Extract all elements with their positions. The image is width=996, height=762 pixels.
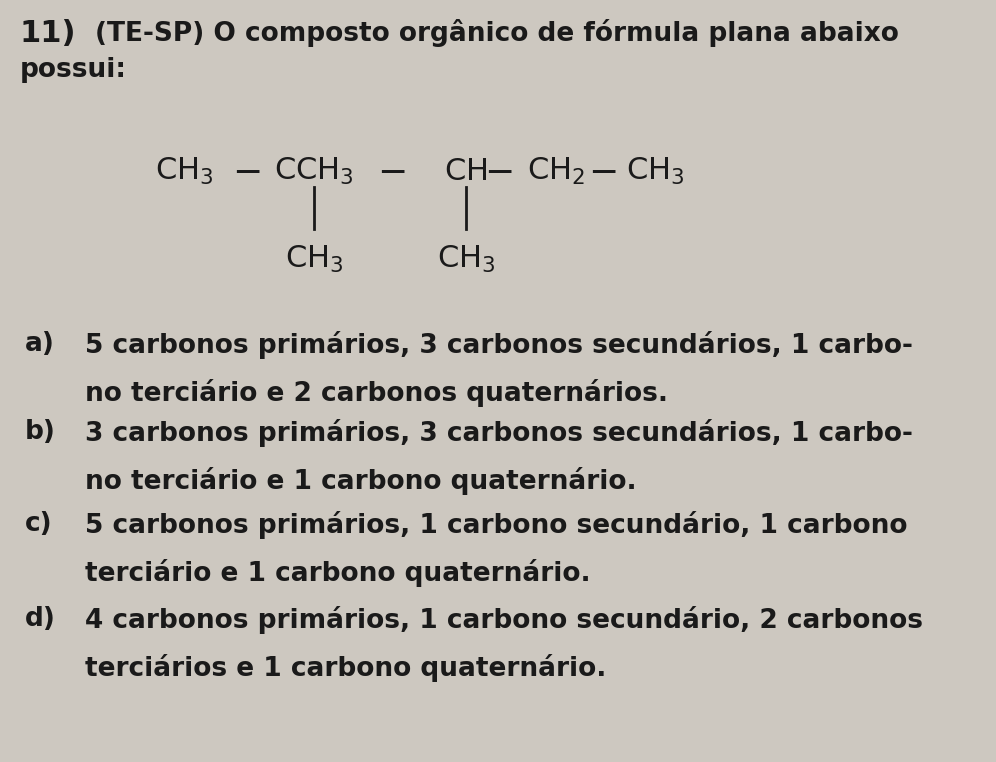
Text: $-$: $-$: [484, 155, 512, 188]
Text: terciários e 1 carbono quaternário.: terciários e 1 carbono quaternário.: [85, 654, 606, 682]
Text: $-$: $-$: [589, 155, 617, 188]
Text: a): a): [25, 331, 55, 357]
Text: $\mathsf{CH_2}$: $\mathsf{CH_2}$: [527, 156, 585, 187]
Text: no terciário e 2 carbonos quaternários.: no terciário e 2 carbonos quaternários.: [85, 379, 667, 408]
Text: $-$: $-$: [377, 155, 405, 188]
Text: b): b): [25, 419, 56, 445]
Text: $-$: $-$: [232, 155, 260, 188]
Text: 3 carbonos primários, 3 carbonos secundários, 1 carbo-: 3 carbonos primários, 3 carbonos secundá…: [85, 419, 912, 447]
Text: (TE-SP) O composto orgânico de fórmula plana abaixo: (TE-SP) O composto orgânico de fórmula p…: [95, 19, 898, 47]
Text: $\mathsf{CH_3}$: $\mathsf{CH_3}$: [626, 156, 684, 187]
Text: 11): 11): [20, 19, 77, 48]
Text: 4 carbonos primários, 1 carbono secundário, 2 carbonos: 4 carbonos primários, 1 carbono secundár…: [85, 606, 922, 634]
Text: $\mathsf{CH_3}$: $\mathsf{CH_3}$: [155, 156, 213, 187]
Text: $\mathsf{CH}$: $\mathsf{CH}$: [444, 157, 488, 186]
Text: terciário e 1 carbono quaternário.: terciário e 1 carbono quaternário.: [85, 559, 591, 587]
Text: $\mathsf{CH_3}$: $\mathsf{CH_3}$: [437, 244, 495, 274]
Text: $\mathsf{CH_3}$: $\mathsf{CH_3}$: [285, 244, 343, 274]
Text: possui:: possui:: [20, 57, 126, 83]
Text: d): d): [25, 606, 56, 632]
Text: 5 carbonos primários, 3 carbonos secundários, 1 carbo-: 5 carbonos primários, 3 carbonos secundá…: [85, 331, 912, 360]
Text: 5 carbonos primários, 1 carbono secundário, 1 carbono: 5 carbonos primários, 1 carbono secundár…: [85, 511, 907, 539]
Text: no terciário e 1 carbono quaternário.: no terciário e 1 carbono quaternário.: [85, 467, 636, 495]
Text: c): c): [25, 511, 53, 536]
Text: $\mathsf{CCH_3}$: $\mathsf{CCH_3}$: [274, 156, 354, 187]
